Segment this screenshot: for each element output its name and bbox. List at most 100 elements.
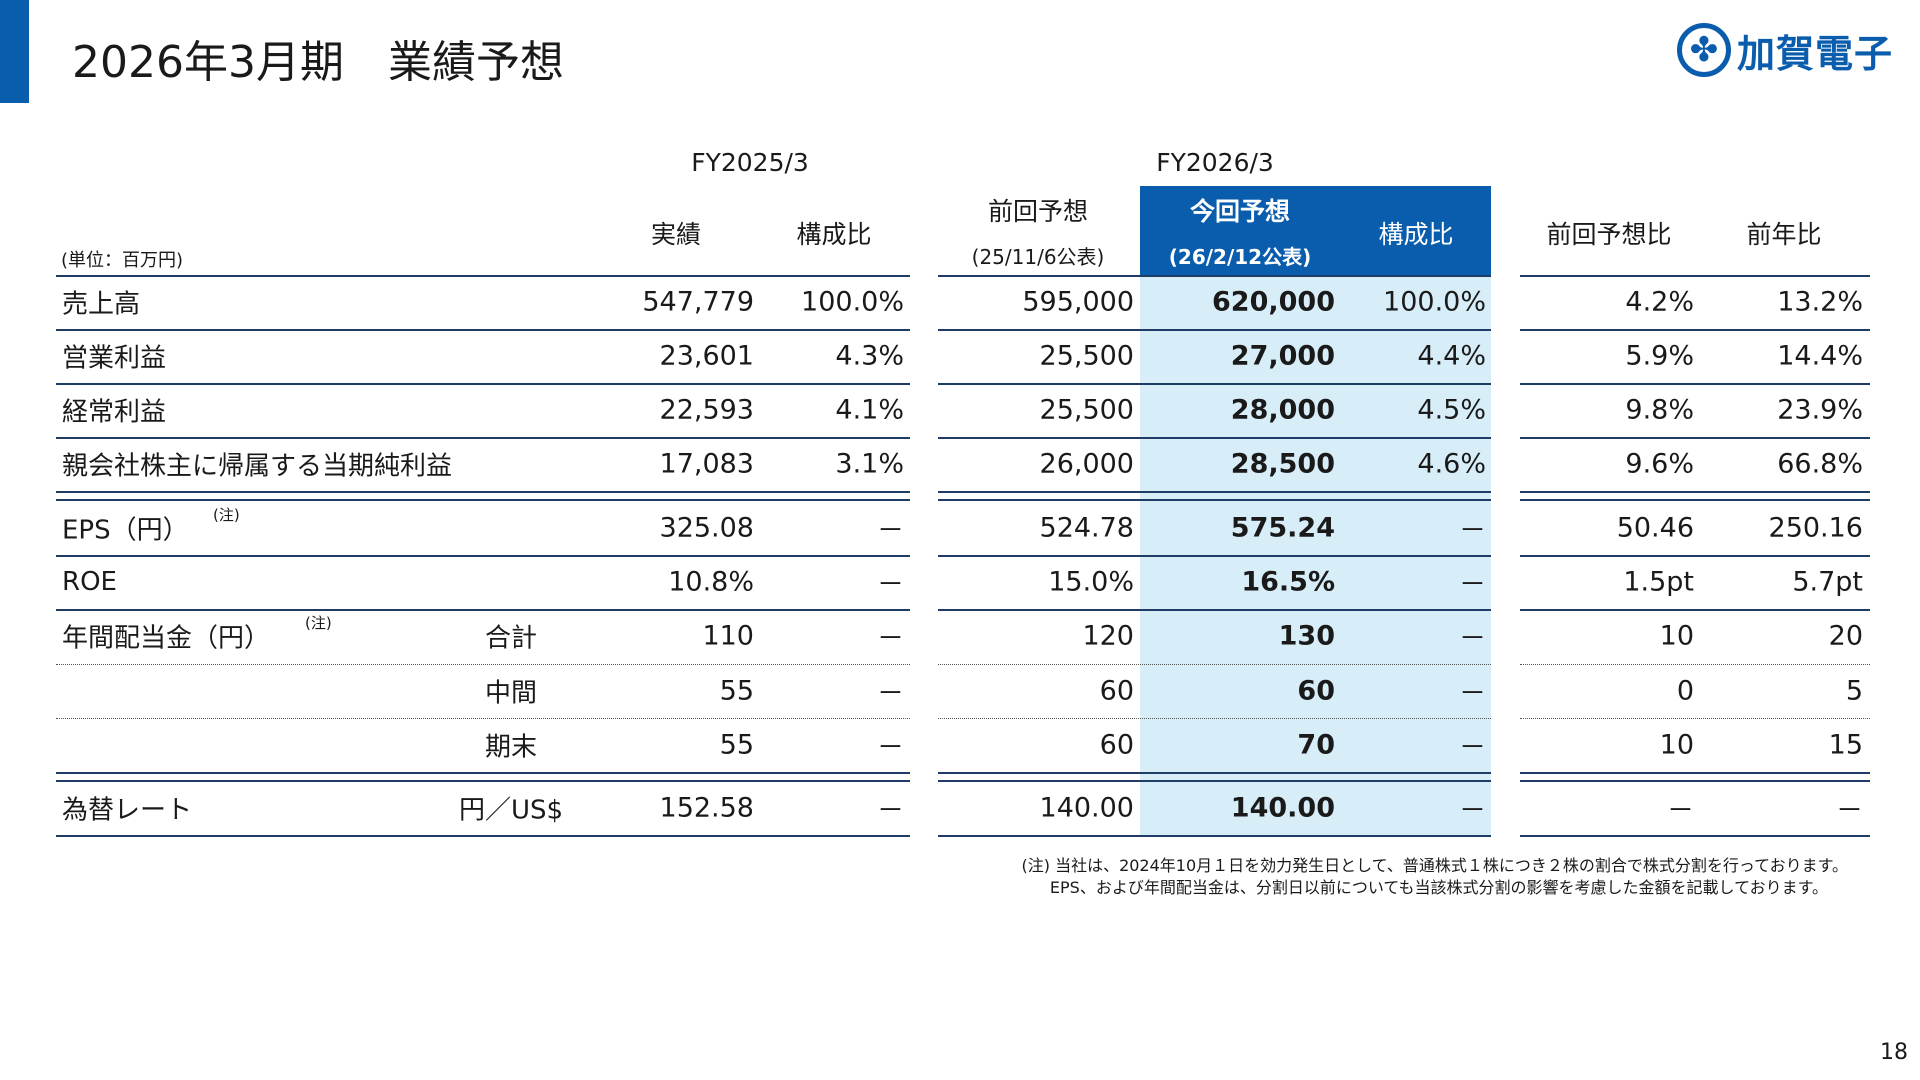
cell-curr-forecast: 130 bbox=[1278, 620, 1335, 652]
table-rule bbox=[56, 329, 910, 331]
cell-prev-forecast: 25,500 bbox=[1039, 340, 1134, 372]
dotted-rule bbox=[56, 664, 910, 665]
cell-vs-prev: 10 bbox=[1659, 620, 1694, 652]
table-rule bbox=[56, 609, 910, 611]
header-ratio-2026: 構成比 bbox=[1378, 220, 1454, 249]
cell-actual-2025: 10.8% bbox=[668, 566, 754, 598]
row-label: EPS（円） bbox=[62, 515, 189, 546]
table-rule bbox=[938, 609, 1491, 611]
cell-ratio-2025: 4.1% bbox=[835, 394, 904, 426]
cell-ratio-2026: 4.4% bbox=[1417, 340, 1486, 372]
cell-curr-forecast: 620,000 bbox=[1212, 286, 1335, 318]
current-forecast-header-bg bbox=[1140, 186, 1491, 276]
header-fy2025: FY2025/3 bbox=[691, 148, 809, 177]
table-rule bbox=[56, 275, 910, 277]
cell-vs-prev: 5.9% bbox=[1625, 340, 1694, 372]
cell-yoy: 15 bbox=[1828, 729, 1863, 761]
table-rule bbox=[938, 772, 1491, 774]
cell-prev-forecast: 26,000 bbox=[1039, 448, 1134, 480]
cell-actual-2025: 23,601 bbox=[659, 340, 754, 372]
cell-ratio-2025: 3.1% bbox=[835, 448, 904, 480]
header-ratio-2025: 構成比 bbox=[796, 220, 872, 249]
cell-curr-forecast: 60 bbox=[1297, 675, 1335, 707]
header-prev-date: (25/11/6公表) bbox=[971, 245, 1105, 269]
cell-prev-forecast: 60 bbox=[1099, 729, 1134, 761]
logo-mark-icon: ✤ bbox=[1677, 23, 1731, 77]
table-rule bbox=[1520, 275, 1870, 277]
cell-ratio-2026: － bbox=[1459, 732, 1486, 764]
table-rule bbox=[938, 555, 1491, 557]
cell-actual-2025: 55 bbox=[719, 675, 754, 707]
cell-prev-forecast: 25,500 bbox=[1039, 394, 1134, 426]
table-rule bbox=[1520, 383, 1870, 385]
table-rule bbox=[56, 555, 910, 557]
cell-ratio-2026: 4.6% bbox=[1417, 448, 1486, 480]
cell-vs-prev: 4.2% bbox=[1625, 286, 1694, 318]
cell-ratio-2026: － bbox=[1459, 569, 1486, 601]
table-rule bbox=[56, 780, 910, 782]
table-rule bbox=[56, 437, 910, 439]
table-rule bbox=[1520, 772, 1870, 774]
table-rule bbox=[938, 491, 1491, 493]
logo-text: 加賀電子 bbox=[1737, 31, 1894, 76]
dotted-rule bbox=[1520, 718, 1870, 719]
row-label: 親会社株主に帰属する当期純利益 bbox=[62, 451, 453, 482]
header-vs-prev: 前回予想比 bbox=[1546, 220, 1672, 249]
table-rule bbox=[56, 499, 910, 501]
table-rule bbox=[938, 835, 1491, 837]
cell-vs-prev: 0 bbox=[1676, 675, 1694, 707]
unit-label: (単位：百万円) bbox=[61, 250, 184, 271]
page-title: 2026年3月期 業績予想 bbox=[72, 37, 564, 88]
cell-ratio-2025: － bbox=[877, 732, 904, 764]
cell-actual-2025: 17,083 bbox=[659, 448, 754, 480]
table-rule bbox=[938, 383, 1491, 385]
cell-actual-2025: 22,593 bbox=[659, 394, 754, 426]
header-curr-date: (26/2/12公表) bbox=[1168, 245, 1312, 269]
row-sublabel: 合計 bbox=[484, 623, 538, 654]
dotted-rule bbox=[938, 718, 1491, 719]
table-rule bbox=[1520, 437, 1870, 439]
cell-actual-2025: 547,779 bbox=[642, 286, 754, 318]
cell-ratio-2026: － bbox=[1459, 515, 1486, 547]
table-rule bbox=[938, 499, 1491, 501]
cell-yoy: 23.9% bbox=[1777, 394, 1863, 426]
cell-yoy: 5.7pt bbox=[1792, 566, 1863, 598]
table-rule bbox=[938, 437, 1491, 439]
cell-ratio-2026: － bbox=[1459, 678, 1486, 710]
row-sublabel: 期末 bbox=[484, 732, 538, 763]
cell-prev-forecast: 120 bbox=[1082, 620, 1134, 652]
header-curr-forecast: 今回予想 bbox=[1189, 197, 1291, 226]
cell-curr-forecast: 27,000 bbox=[1230, 340, 1335, 372]
header-prev-forecast: 前回予想 bbox=[987, 197, 1089, 226]
table-rule bbox=[1520, 329, 1870, 331]
cell-ratio-2025: 100.0% bbox=[801, 286, 904, 318]
company-logo: ✤ 加賀電子 bbox=[1677, 20, 1893, 80]
cell-yoy: 5 bbox=[1845, 675, 1863, 707]
cell-ratio-2025: － bbox=[877, 569, 904, 601]
row-label: ROE bbox=[62, 567, 117, 597]
cell-actual-2025: 325.08 bbox=[659, 512, 754, 544]
cell-yoy: 20 bbox=[1828, 620, 1863, 652]
cell-prev-forecast: 60 bbox=[1099, 675, 1134, 707]
row-sublabel: 円／US$ bbox=[458, 795, 564, 826]
table-rule bbox=[1520, 835, 1870, 837]
table-rule bbox=[1520, 499, 1870, 501]
dotted-rule bbox=[938, 664, 1491, 665]
cell-ratio-2026: － bbox=[1459, 795, 1486, 827]
cell-vs-prev: 50.46 bbox=[1616, 512, 1694, 544]
cell-ratio-2025: － bbox=[877, 795, 904, 827]
cell-ratio-2026: 4.5% bbox=[1417, 394, 1486, 426]
cell-ratio-2025: － bbox=[877, 678, 904, 710]
cell-curr-forecast: 28,000 bbox=[1230, 394, 1335, 426]
page-number: 18 bbox=[1880, 1040, 1908, 1065]
cell-ratio-2025: － bbox=[877, 623, 904, 655]
cell-prev-forecast: 140.00 bbox=[1039, 792, 1134, 824]
row-label: 営業利益 bbox=[62, 343, 167, 374]
table-rule bbox=[938, 275, 1491, 277]
cell-curr-forecast: 70 bbox=[1297, 729, 1335, 761]
table-rule bbox=[56, 835, 910, 837]
cell-yoy: 14.4% bbox=[1777, 340, 1863, 372]
cell-prev-forecast: 595,000 bbox=[1022, 286, 1134, 318]
cell-yoy: 13.2% bbox=[1777, 286, 1863, 318]
footnote-line-1: (注) 当社は、2024年10月１日を効力発生日として、普通株式１株につき２株の… bbox=[1021, 856, 1849, 875]
